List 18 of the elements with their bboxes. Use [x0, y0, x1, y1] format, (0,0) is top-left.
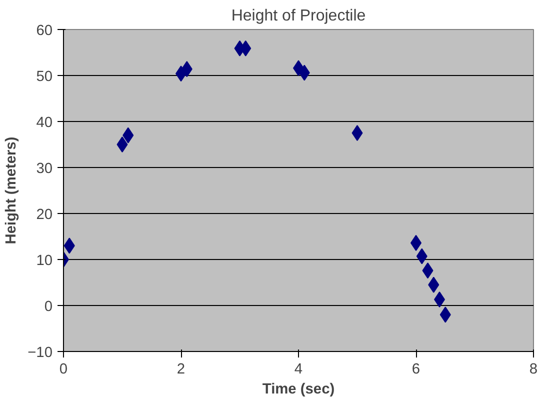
x-tick-label: 8: [529, 362, 538, 378]
y-tick-label: 10: [36, 253, 53, 269]
y-tick-label: −10: [28, 345, 53, 361]
point: [352, 125, 363, 141]
x-tick-label: 4: [294, 362, 303, 378]
y-axis-title: Height (meters): [4, 136, 20, 244]
y-tick-label: 30: [36, 161, 53, 177]
y-tick-label: 40: [36, 115, 53, 131]
point: [116, 136, 128, 152]
x-tick-label: 0: [59, 362, 68, 378]
y-tick-label: 20: [36, 207, 53, 223]
x-axis-title: Time (sec): [262, 382, 335, 398]
x-tick-label: 2: [176, 362, 186, 378]
x-tick-label: 6: [412, 362, 420, 378]
chart-title: Height of Projectile: [231, 8, 366, 24]
y-tick-label: 50: [36, 69, 53, 85]
y-tick-label: 0: [44, 299, 53, 315]
y-tick-label: 60: [36, 23, 53, 39]
